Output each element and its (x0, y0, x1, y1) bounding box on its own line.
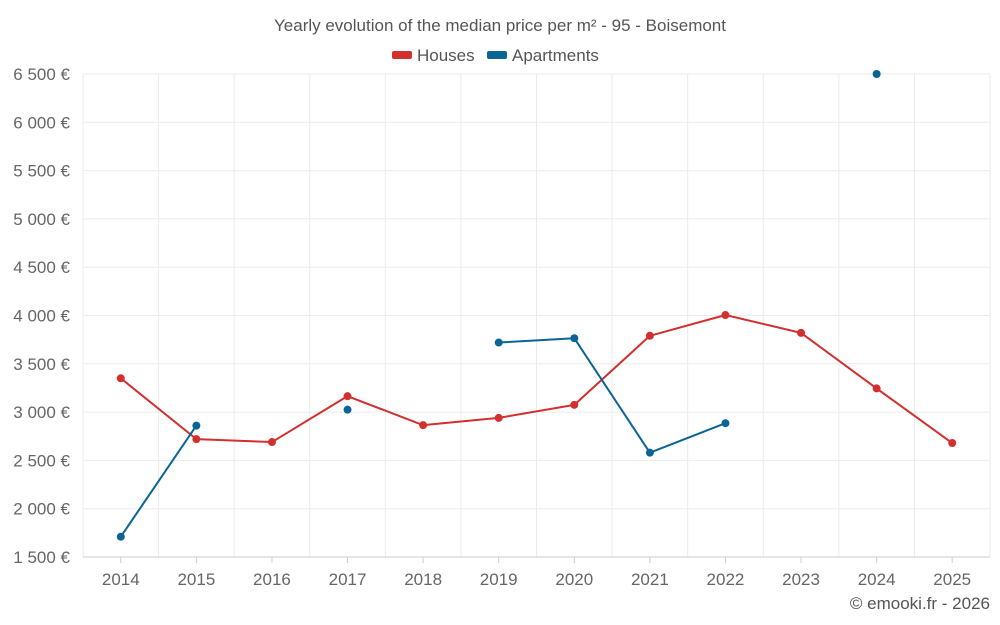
y-tick-label: 4 500 € (13, 258, 70, 277)
legend-label-houses: Houses (417, 46, 475, 65)
x-tick-label: 2018 (404, 570, 442, 589)
x-tick-label: 2024 (858, 570, 896, 589)
houses-point[interactable] (721, 311, 730, 320)
houses-point[interactable] (267, 438, 276, 447)
houses-point[interactable] (192, 435, 201, 444)
series-apartments (116, 70, 881, 541)
houses-line (120, 314, 953, 444)
legend-swatch-apartments (487, 51, 507, 59)
apartments-line (119, 425, 198, 538)
y-tick-label: 2 500 € (13, 451, 70, 470)
x-tick-label: 2015 (177, 570, 215, 589)
x-tick-label: 2021 (631, 570, 669, 589)
apartments-point[interactable] (721, 419, 730, 428)
x-tick-label: 2023 (782, 570, 820, 589)
y-tick-label: 3 000 € (13, 403, 70, 422)
series-area (116, 70, 957, 541)
y-tick-label: 3 500 € (13, 355, 70, 374)
y-tick-label: 1 500 € (13, 548, 70, 567)
legend-label-apartments: Apartments (512, 46, 599, 65)
houses-point[interactable] (116, 374, 125, 383)
x-tick-label: 2022 (707, 570, 745, 589)
houses-point[interactable] (948, 439, 957, 448)
apartments-point[interactable] (494, 338, 503, 347)
apartments-point[interactable] (645, 448, 654, 457)
x-tick-label: 2016 (253, 570, 291, 589)
houses-point[interactable] (343, 392, 352, 401)
legend-item-houses[interactable]: Houses (392, 46, 475, 65)
y-axis: 1 500 € 2 000 € 2 500 € 3 000 € 3 500 € 4 000… (13, 65, 70, 567)
series-houses (116, 311, 957, 448)
houses-point[interactable] (570, 400, 579, 409)
x-tick-label: 2025 (933, 570, 971, 589)
chart-title: Yearly evolution of the median price per… (274, 16, 726, 35)
apartments-point[interactable] (872, 70, 881, 78)
x-tick-label: 2019 (480, 570, 518, 589)
x-axis: 2014 2015 2016 2017 2018 2019 2020 2021 2022 2023… (83, 556, 990, 589)
credit-text: © emooki.fr - 2026 (850, 594, 990, 613)
y-tick-label: 5 500 € (13, 162, 70, 181)
houses-point[interactable] (645, 331, 654, 340)
apartments-point[interactable] (570, 334, 579, 343)
houses-point[interactable] (419, 421, 428, 430)
apartments-point[interactable] (192, 421, 201, 430)
y-tick-label: 5 000 € (13, 210, 70, 229)
houses-point[interactable] (797, 328, 806, 337)
apartments-point[interactable] (116, 532, 125, 541)
y-tick-label: 6 000 € (13, 113, 70, 132)
apartments-point[interactable] (343, 405, 352, 414)
x-tick-label: 2014 (102, 570, 140, 589)
legend-swatch-houses (392, 51, 412, 59)
y-tick-label: 2 000 € (13, 500, 70, 519)
legend-item-apartments[interactable]: Apartments (487, 46, 599, 65)
y-tick-label: 4 000 € (13, 307, 70, 326)
houses-point[interactable] (872, 384, 881, 393)
x-tick-label: 2020 (555, 570, 593, 589)
y-tick-label: 6 500 € (13, 65, 70, 84)
houses-point[interactable] (494, 413, 503, 422)
legend: Houses Apartments (392, 46, 599, 65)
x-tick-label: 2017 (329, 570, 367, 589)
apartments-line (498, 337, 726, 454)
grid (82, 73, 991, 558)
